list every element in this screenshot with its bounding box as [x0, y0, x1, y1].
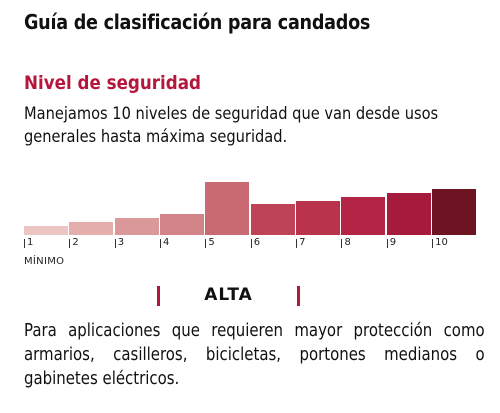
security-level-tick-7 [296, 239, 298, 248]
level-marker-left [157, 286, 160, 306]
security-level-bar-5 [205, 182, 250, 235]
security-level-bar-4 [160, 213, 204, 235]
selected-level-name: ALTA [204, 285, 253, 305]
security-level-tick-4 [160, 239, 162, 248]
security-level-bar-2 [69, 221, 114, 235]
security-level-label-8: 8 [344, 237, 351, 248]
security-level-label-5: 5 [208, 237, 215, 248]
security-level-bar-8 [341, 196, 386, 235]
security-level-label-6: 6 [253, 237, 261, 248]
security-level-bar-6 [250, 204, 295, 235]
security-level-tick-5 [205, 239, 207, 248]
security-level-label-3: 3 [117, 237, 125, 248]
security-level-label-7: 7 [299, 237, 306, 248]
security-level-tick-6 [250, 239, 252, 248]
security-level-bar-1 [24, 225, 68, 235]
guide-title: Guía de clasificación para candados [24, 10, 371, 34]
security-level-tick-2 [69, 239, 71, 248]
scale-min-label: MÍNIMO [24, 256, 65, 267]
security-level-tick-10 [432, 239, 434, 248]
security-level-label-2: 2 [72, 237, 79, 248]
security-level-label-1: 1 [27, 237, 34, 248]
security-level-tick-8 [341, 239, 343, 248]
security-level-tick-9 [386, 239, 388, 248]
security-level-tick-1 [24, 239, 25, 248]
intro-text: Manejamos 10 niveles de seguridad que va… [24, 104, 439, 147]
security-level-bar-7 [296, 201, 340, 235]
security-level-label-4: 4 [163, 237, 170, 248]
security-level-label-9: 9 [389, 237, 397, 248]
section-heading: Nivel de seguridad [24, 72, 202, 94]
selected-level-description: Para aplicaciones que requieren mayor pr… [24, 320, 485, 389]
selected-level-row: ALTA [0, 283, 500, 309]
security-level-bar-10 [432, 188, 476, 235]
level-marker-right [297, 286, 300, 306]
security-level-bar-3 [114, 217, 159, 235]
security-level-tick-3 [114, 239, 116, 248]
security-level-label-10: 10 [435, 237, 448, 248]
security-level-bar-9 [386, 192, 431, 235]
